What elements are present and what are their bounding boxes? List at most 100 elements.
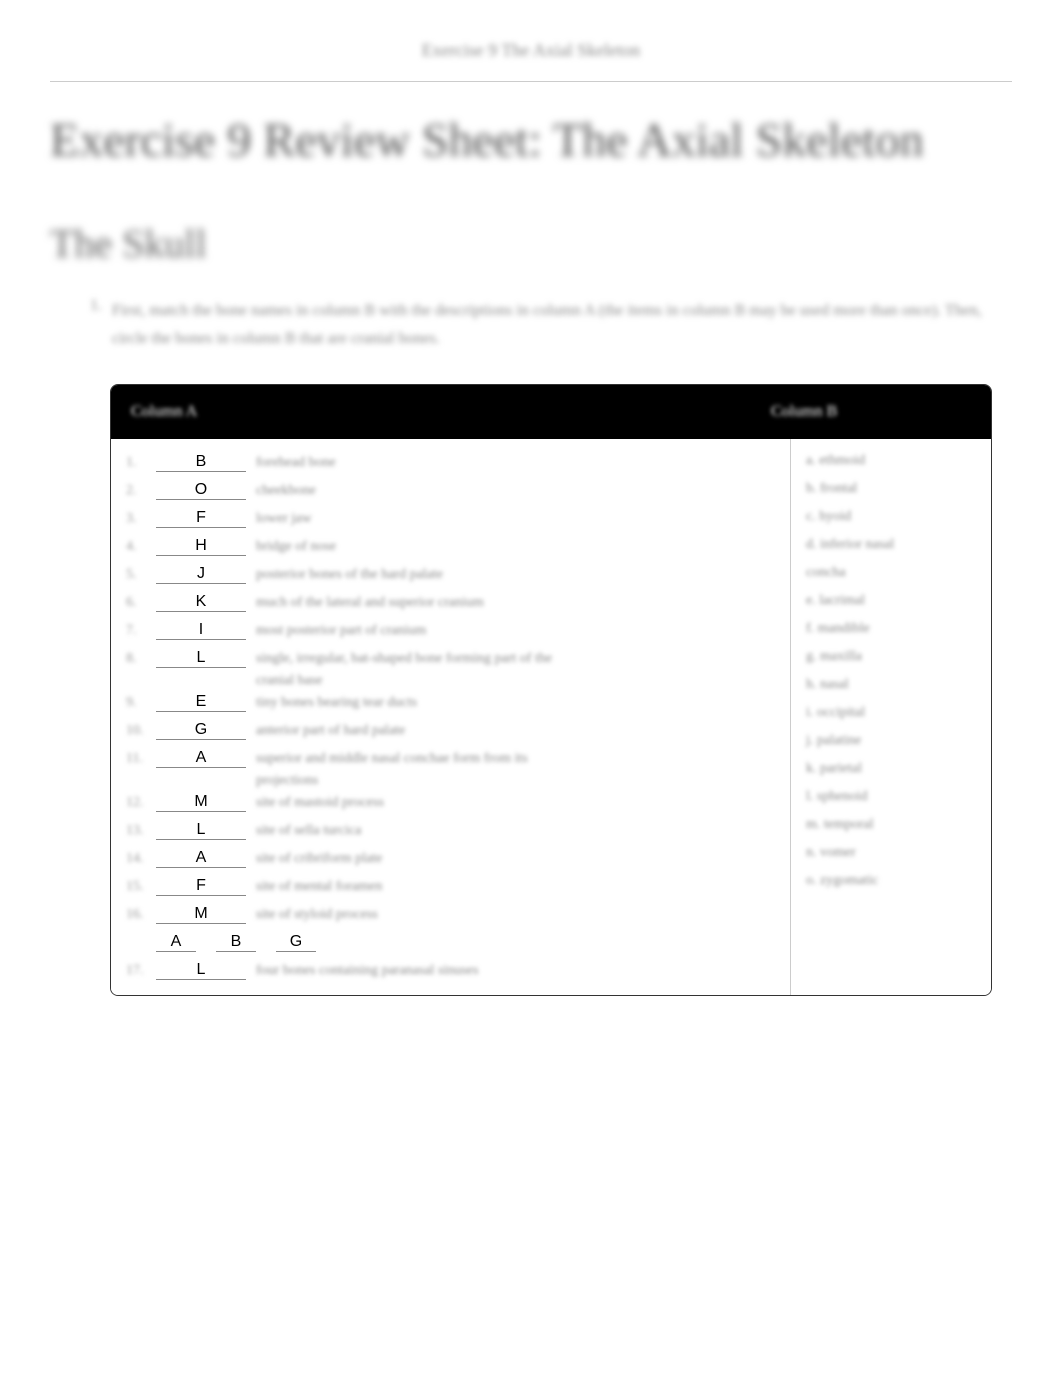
answer-blank: I xyxy=(156,621,246,640)
answer-blank: G xyxy=(156,721,246,740)
answer-blank: B xyxy=(156,453,246,472)
table-row: 10.Ganterior part of hard palate xyxy=(111,717,790,745)
row-number: 12. xyxy=(126,795,156,811)
description-text: much of the lateral and superior cranium xyxy=(256,595,775,611)
table-row: 14.Asite of cribriform plate xyxy=(111,845,790,873)
answer-blank: A xyxy=(156,933,196,952)
answer-blank: L xyxy=(156,821,246,840)
description-text: anterior part of hard palate xyxy=(256,723,775,739)
option-item: m. temporal xyxy=(791,813,991,841)
option-item: e. lacrimal xyxy=(791,589,991,617)
answer-blank: F xyxy=(156,877,246,896)
table-row: 8.Lsingle, irregular, bat-shaped bone fo… xyxy=(111,645,790,673)
header-label: Exercise 9 The Axial Skeleton xyxy=(50,40,1012,61)
row-number: 9. xyxy=(126,695,156,711)
description-text: single, irregular, bat-shaped bone formi… xyxy=(256,651,775,667)
description-text: site of styloid process xyxy=(256,907,775,923)
row-number: 17. xyxy=(126,963,156,979)
section-title: The Skull xyxy=(50,220,1012,267)
column-b-body: a. ethmoidb. frontalc. hyoidd. inferior … xyxy=(791,439,991,995)
option-item: concha xyxy=(791,561,991,589)
description-text: four bones containing paranasal sinuses xyxy=(256,963,775,979)
table-header: Column A Column B xyxy=(111,385,991,439)
table-row: 7.Imost posterior part of cranium xyxy=(111,617,790,645)
answer-blank: E xyxy=(156,693,246,712)
instruction-number: 1. xyxy=(90,297,102,355)
option-item: l. sphenoid xyxy=(791,785,991,813)
table-row: 15.Fsite of mental foramen xyxy=(111,873,790,901)
answer-blank: O xyxy=(156,481,246,500)
description-text: tiny bones bearing tear ducts xyxy=(256,695,775,711)
answer-blank: M xyxy=(156,793,246,812)
table-row: 5.Jposterior bones of the hard palate xyxy=(111,561,790,589)
row-number: 3. xyxy=(126,511,156,527)
row-number: 16. xyxy=(126,907,156,923)
answer-blank: A xyxy=(156,749,246,768)
column-b-header: Column B xyxy=(771,403,971,421)
row-number: 14. xyxy=(126,851,156,867)
option-item: c. hyoid xyxy=(791,505,991,533)
description-text: most posterior part of cranium xyxy=(256,623,775,639)
continuation-text: cranial base xyxy=(111,673,790,689)
description-text: forehead bone xyxy=(256,455,775,471)
option-item: n. vomer xyxy=(791,841,991,869)
description-text: site of mental foramen xyxy=(256,879,775,895)
column-a-body: 1.Bforehead bone2.Ocheekbone3.Flower jaw… xyxy=(111,439,791,995)
table-row: 1.Bforehead bone xyxy=(111,449,790,477)
instruction-block: 1. First, match the bone names in column… xyxy=(50,297,1012,355)
table-body: 1.Bforehead bone2.Ocheekbone3.Flower jaw… xyxy=(111,439,991,995)
page-title: Exercise 9 Review Sheet: The Axial Skele… xyxy=(50,112,1012,170)
answer-blank: M xyxy=(156,905,246,924)
column-a-header: Column A xyxy=(131,403,771,421)
row-number: 11. xyxy=(126,751,156,767)
option-item: b. frontal xyxy=(791,477,991,505)
option-item: i. occipital xyxy=(791,701,991,729)
table-row: 16.Msite of styloid process xyxy=(111,901,790,929)
answer-blank: G xyxy=(276,933,316,952)
row-number: 6. xyxy=(126,595,156,611)
row-number: 8. xyxy=(126,651,156,667)
option-item: d. inferior nasal xyxy=(791,533,991,561)
answer-blank: F xyxy=(156,509,246,528)
row-number: 7. xyxy=(126,623,156,639)
table-row: 3.Flower jaw xyxy=(111,505,790,533)
table-row: 9.Etiny bones bearing tear ducts xyxy=(111,689,790,717)
row-number: 1. xyxy=(126,455,156,471)
continuation-text: projections xyxy=(111,773,790,789)
instruction-text: First, match the bone names in column B … xyxy=(112,297,1012,355)
answer-blank: L xyxy=(156,649,246,668)
table-row: 2.Ocheekbone xyxy=(111,477,790,505)
table-row: 11.Asuperior and middle nasal conchae fo… xyxy=(111,745,790,773)
description-text: cheekbone xyxy=(256,483,775,499)
option-item: h. nasal xyxy=(791,673,991,701)
table-row: ABG xyxy=(111,929,790,957)
description-text: site of cribriform plate xyxy=(256,851,775,867)
option-item: f. mandible xyxy=(791,617,991,645)
row-number: 15. xyxy=(126,879,156,895)
row-number: 2. xyxy=(126,483,156,499)
option-item: a. ethmoid xyxy=(791,449,991,477)
description-text: lower jaw xyxy=(256,511,775,527)
row-number: 13. xyxy=(126,823,156,839)
answer-blank: H xyxy=(156,537,246,556)
answer-blank: K xyxy=(156,593,246,612)
option-item: o. zygomatic xyxy=(791,869,991,897)
option-item: k. parietal xyxy=(791,757,991,785)
description-text: bridge of nose xyxy=(256,539,775,555)
description-text: site of sella turcica xyxy=(256,823,775,839)
description-text: superior and middle nasal conchae form f… xyxy=(256,751,775,767)
description-text: posterior bones of the hard palate xyxy=(256,567,775,583)
answer-blank: L xyxy=(156,961,246,980)
table-row: 17.Lfour bones containing paranasal sinu… xyxy=(111,957,790,985)
table-row: 6.Kmuch of the lateral and superior cran… xyxy=(111,589,790,617)
option-item: j. palatine xyxy=(791,729,991,757)
answer-blank: A xyxy=(156,849,246,868)
table-row: 4.Hbridge of nose xyxy=(111,533,790,561)
match-table: Column A Column B 1.Bforehead bone2.Oche… xyxy=(110,384,992,996)
answer-blank: B xyxy=(216,933,256,952)
table-row: 13.Lsite of sella turcica xyxy=(111,817,790,845)
row-number: 10. xyxy=(126,723,156,739)
description-text: site of mastoid process xyxy=(256,795,775,811)
divider xyxy=(50,81,1012,82)
row-number: 4. xyxy=(126,539,156,555)
